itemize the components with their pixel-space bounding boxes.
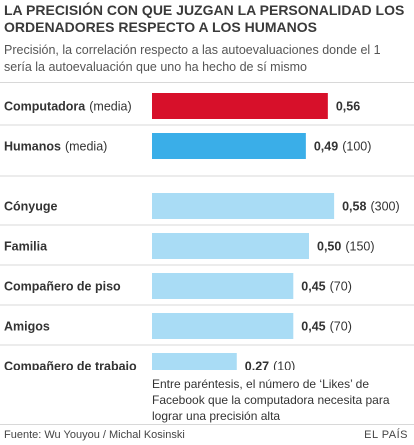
value-number: 0,58 xyxy=(342,200,366,214)
value-number: 0,56 xyxy=(336,100,360,114)
category-label: Humanos (media) xyxy=(4,140,107,154)
likes-count: (300) xyxy=(370,200,399,214)
value-number: 0,50 xyxy=(317,240,341,254)
value-label: 0,45 (70) xyxy=(301,320,352,334)
value-label: 0,50 (150) xyxy=(317,240,375,254)
source-credit: Fuente: Wu Youyou / Michal Kosinski xyxy=(4,429,185,441)
category-name: Amigos xyxy=(4,320,50,334)
likes-count: (70) xyxy=(330,320,352,334)
bottom-divider xyxy=(0,424,414,425)
chart-title: LA PRECISIÓN CON QUE JUZGAN LA PERSONALI… xyxy=(4,2,405,35)
category-qualifier: (media) xyxy=(65,140,107,154)
value-number: 0,49 xyxy=(314,140,338,154)
top-divider xyxy=(0,82,414,83)
value-label: 0,27 (10) xyxy=(245,360,296,371)
category-label: Amigos xyxy=(4,320,50,334)
likes-count: (100) xyxy=(342,140,371,154)
category-label: Compañero de piso xyxy=(4,280,121,294)
category-label: Cónyuge xyxy=(4,200,58,214)
bar xyxy=(152,273,294,299)
category-name: Compañero de piso xyxy=(4,280,121,294)
category-name: Compañero de trabajo xyxy=(4,360,137,371)
bar xyxy=(152,193,335,219)
value-label: 0,56 xyxy=(336,100,360,114)
category-name: Humanos xyxy=(4,140,61,154)
value-label: 0,49 (100) xyxy=(314,140,372,154)
category-name: Familia xyxy=(4,240,48,254)
category-label: Compañero de trabajo xyxy=(4,360,137,371)
likes-count: (70) xyxy=(330,280,352,294)
bar xyxy=(152,233,309,259)
likes-count: (150) xyxy=(345,240,374,254)
bar xyxy=(152,133,306,159)
value-number: 0,45 xyxy=(301,320,325,334)
value-number: 0,45 xyxy=(301,280,325,294)
bar xyxy=(152,313,294,339)
category-name: Computadora xyxy=(4,100,86,114)
category-qualifier: (media) xyxy=(89,100,131,114)
likes-count: (10) xyxy=(273,360,295,371)
value-label: 0,45 (70) xyxy=(301,280,352,294)
value-label: 0,58 (300) xyxy=(342,200,400,214)
category-label: Familia xyxy=(4,240,48,254)
value-number: 0,27 xyxy=(245,360,269,371)
bar xyxy=(152,353,237,370)
footnote: Entre paréntesis, el número de ‘Likes’ d… xyxy=(152,377,390,423)
publisher-logo: EL PAÍS xyxy=(364,429,408,441)
chart-subtitle: Precisión, la correlación respecto a las… xyxy=(4,43,381,74)
category-name: Cónyuge xyxy=(4,200,58,214)
category-label: Computadora (media) xyxy=(4,100,132,114)
bar xyxy=(152,93,328,119)
